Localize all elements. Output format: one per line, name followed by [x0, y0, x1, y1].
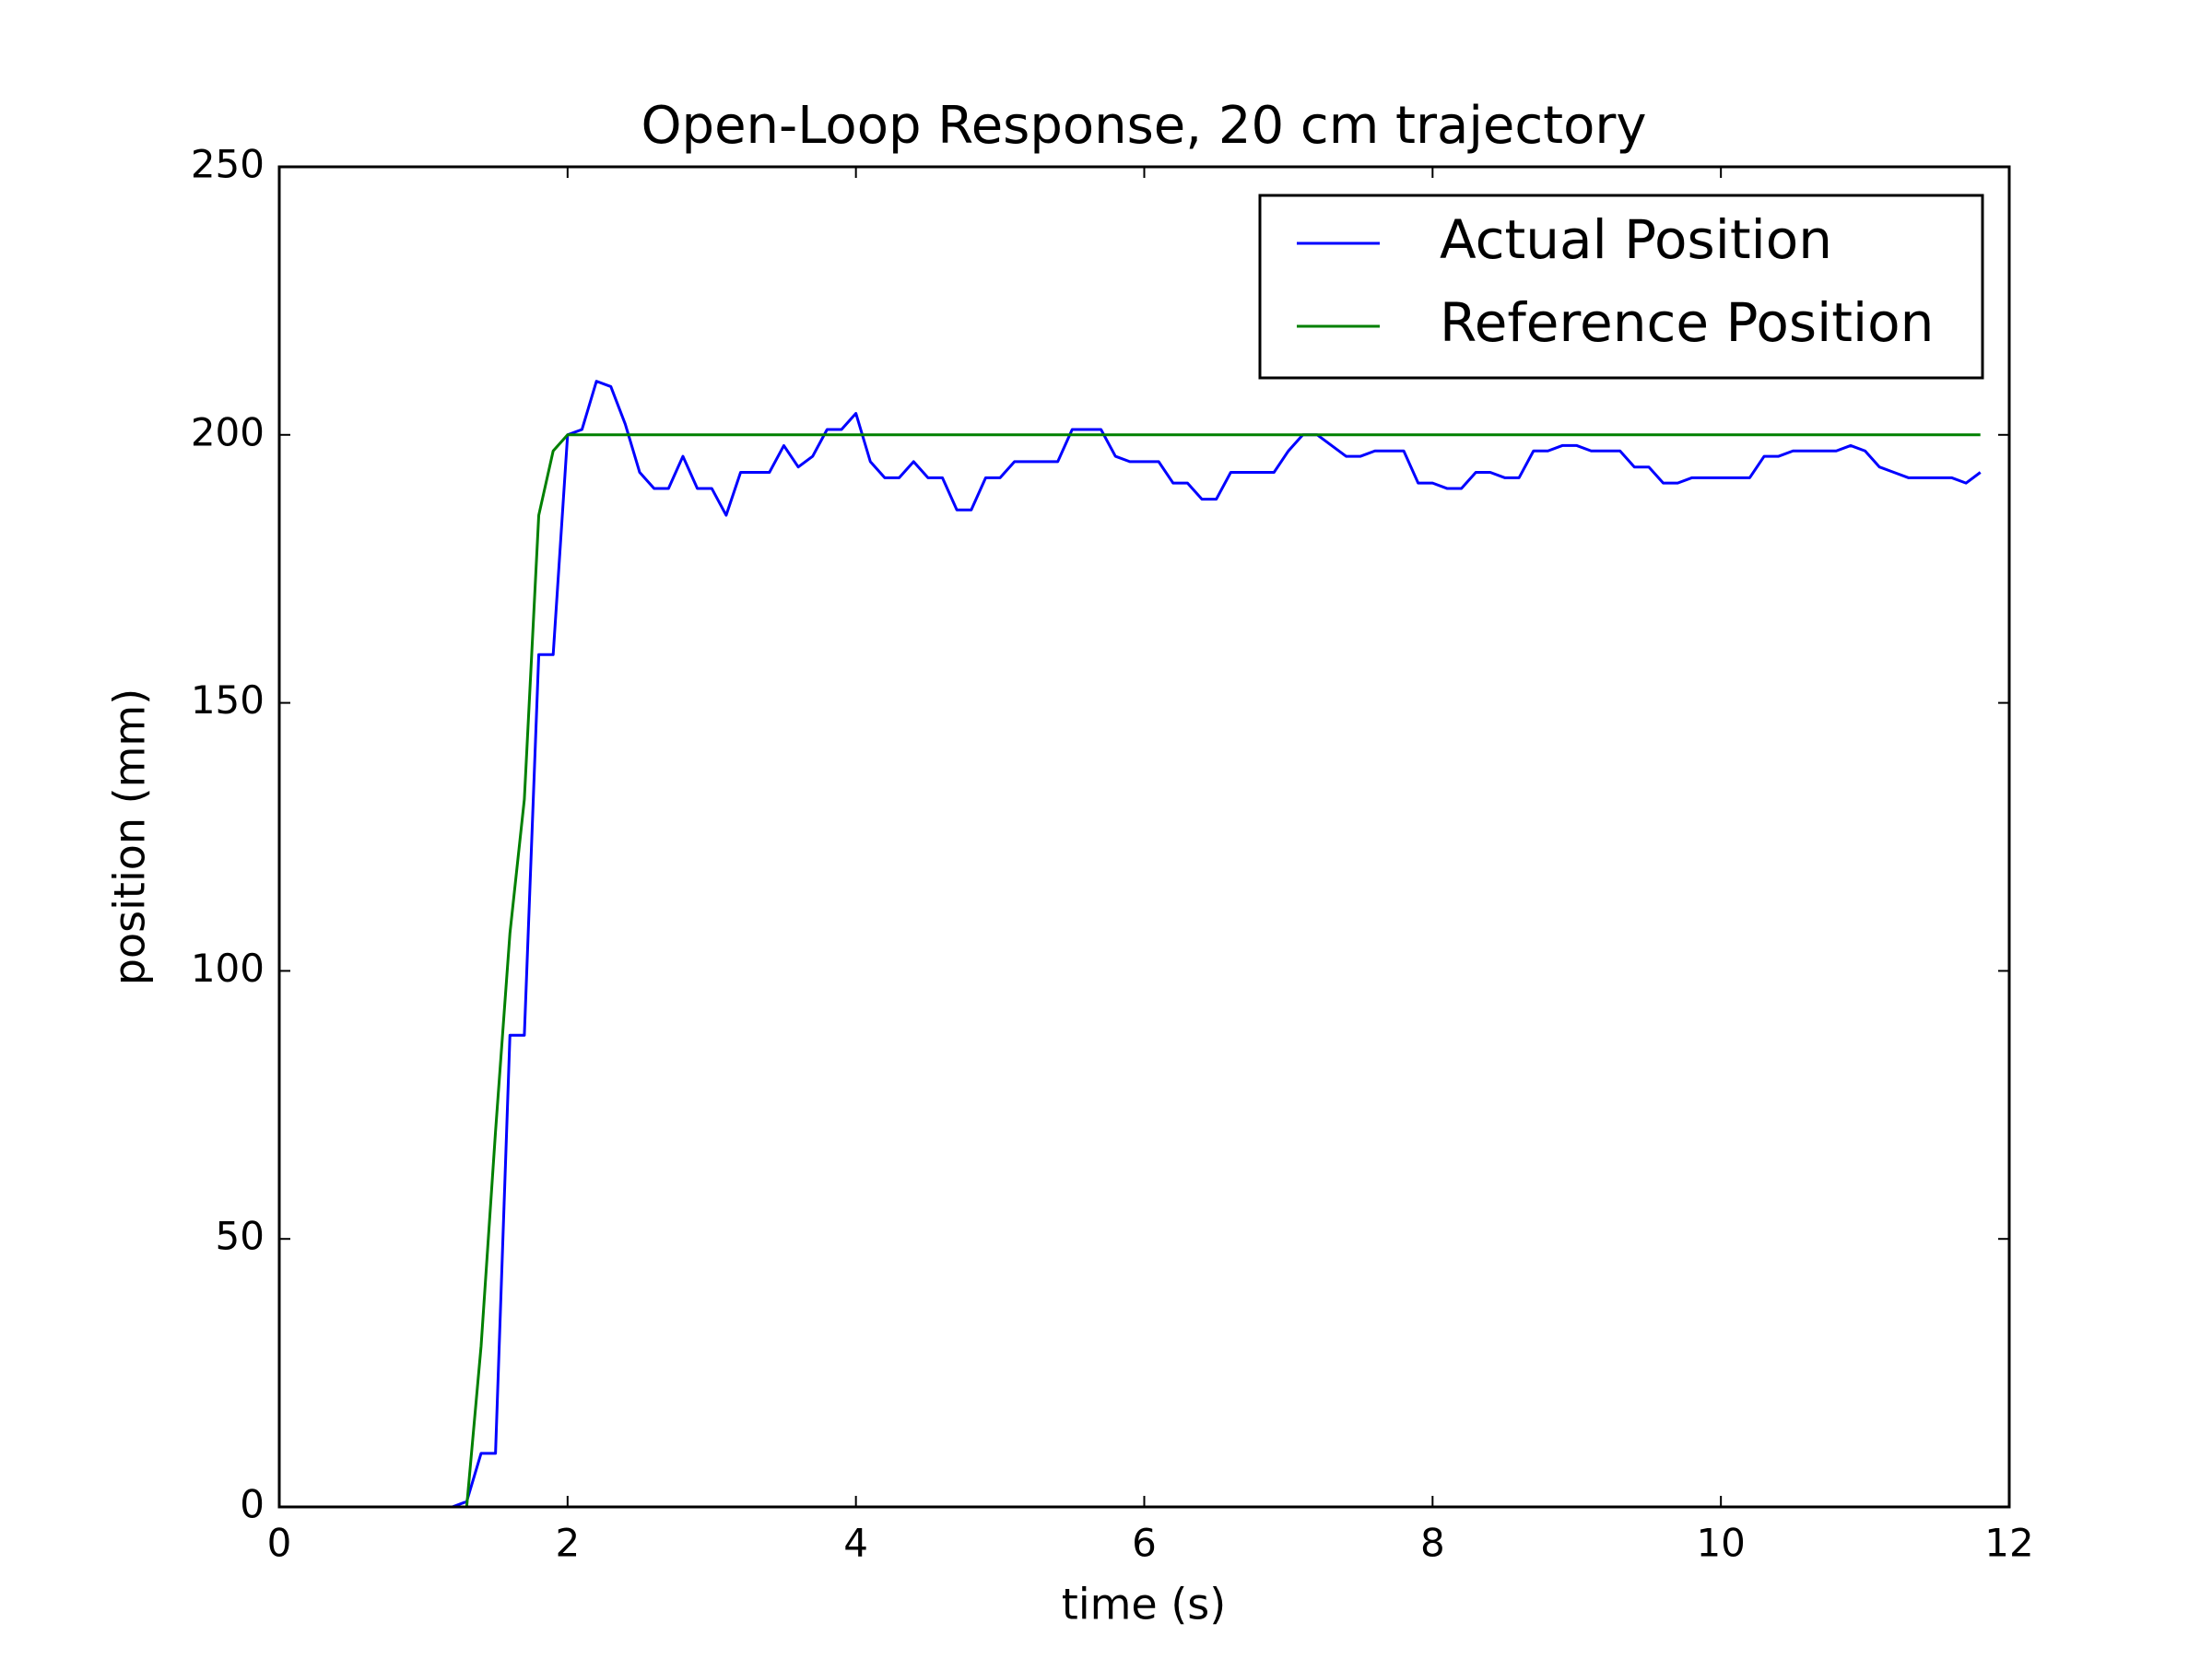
x-tick-label: 12 [1984, 1521, 2033, 1566]
y-tick-label: 0 [240, 1482, 265, 1527]
x-tick-label: 8 [1420, 1521, 1445, 1566]
x-tick-label: 0 [267, 1521, 292, 1566]
chart-title: Open-Loop Response, 20 cm trajectory [641, 96, 1646, 156]
x-axis-label: time (s) [1062, 1580, 1226, 1630]
x-tick-label: 4 [843, 1521, 868, 1566]
plot-frame [277, 165, 2011, 1509]
data-line [279, 433, 1981, 1509]
legend-label: Actual Position [1440, 208, 1832, 271]
data-line [279, 380, 1982, 1509]
legend-label: Reference Position [1440, 291, 1934, 354]
x-tick-label: 10 [1696, 1521, 1745, 1566]
legend-box [1258, 194, 1984, 380]
x-tick-label: 2 [555, 1521, 580, 1566]
y-axis-label: position (mm) [105, 688, 155, 985]
y-tick-label: 50 [216, 1214, 265, 1259]
y-tick-label: 150 [191, 677, 265, 723]
y-tick-label: 100 [191, 946, 265, 991]
y-tick-label: 200 [191, 409, 265, 454]
x-tick-label: 6 [1132, 1521, 1157, 1566]
y-tick-label: 250 [191, 142, 265, 187]
